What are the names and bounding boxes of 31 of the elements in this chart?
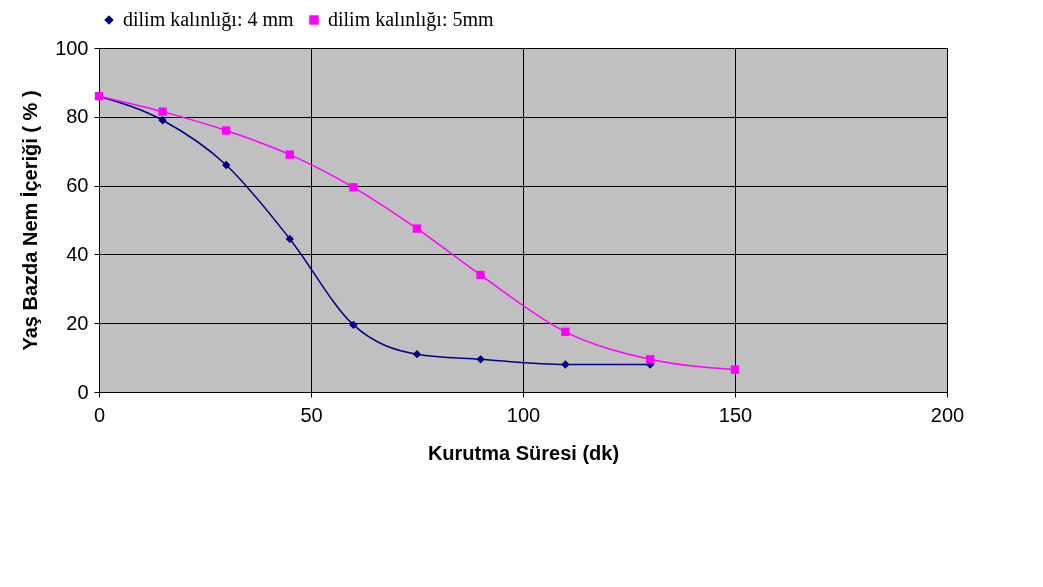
point: [222, 126, 231, 135]
point: [476, 270, 485, 280]
point: [349, 183, 358, 192]
y-axis-title: Yaş Bazda Nem İçeriği ( % ): [19, 90, 42, 351]
y-tick-label: 0: [77, 380, 89, 403]
x-tick-label: 100: [506, 403, 541, 426]
x-tick-label: 200: [930, 403, 965, 426]
y-tick-label: 100: [55, 36, 89, 59]
point: [476, 355, 485, 364]
point: [285, 234, 294, 244]
point: [412, 349, 422, 359]
x-axis-title: Kurutma Süresi (dk): [427, 441, 620, 464]
point: [158, 107, 167, 116]
point: [730, 365, 740, 374]
x-tick-label: 50: [300, 403, 323, 426]
legend-label: dilim kalınlığı: 4 mm: [123, 8, 294, 31]
y-tick-label: 20: [66, 311, 89, 334]
point: [349, 320, 358, 330]
y-tick-label: 60: [66, 174, 89, 197]
x-tick-label: 150: [718, 403, 753, 426]
legend-label: dilim kalınlığı: 5mm: [328, 8, 494, 31]
point: [285, 150, 294, 159]
point: [412, 224, 422, 233]
x-tick-label: 0: [93, 403, 106, 426]
y-tick-label: 40: [66, 242, 89, 265]
point: [646, 355, 655, 364]
point: [222, 160, 231, 170]
point: [158, 116, 167, 125]
y-tick-label: 80: [66, 105, 89, 128]
point: [561, 360, 570, 369]
point: [561, 327, 570, 336]
